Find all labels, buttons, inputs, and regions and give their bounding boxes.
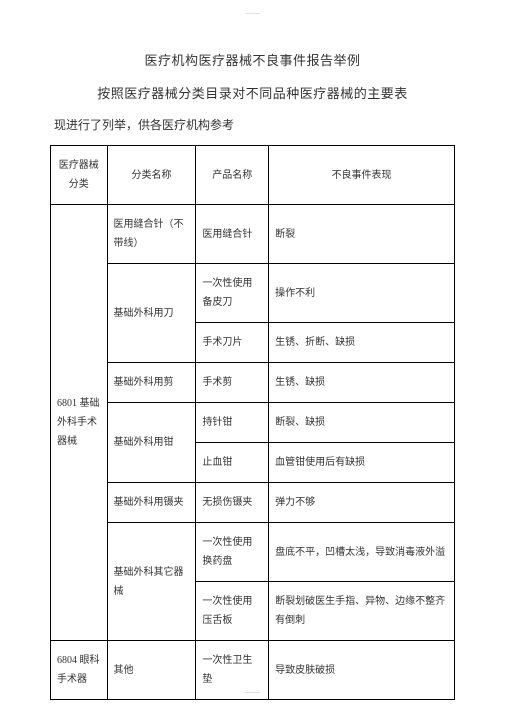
cell-classname: 基础外科用钳 [107,403,196,483]
cell-event: 弹力不够 [269,483,455,523]
cell-product: 无损伤镊夹 [196,483,269,523]
device-table: 医疗器械分类 分类名称 产品名称 不良事件表现 6801 基础外科手术器械 医用… [50,145,455,700]
cell-event: 断裂划破医生手指、异物、边缘不整齐有倒刺 [269,582,455,641]
cell-event: 操作不利 [269,264,455,323]
cell-event: 断裂、缺损 [269,403,455,443]
table-row: 基础外科用镊夹 无损伤镊夹 弹力不够 [51,483,455,523]
cell-classname: 基础外科用镊夹 [107,483,196,523]
cell-event: 导致皮肤破损 [269,641,455,700]
table-row: 基础外科其它器械 一次性使用换药盘 盘底不平，凹槽太浅，导致消毒液外溢 [51,523,455,582]
header-mark: ——— [245,12,260,17]
title-line-2: 按照医疗器械分类目录对不同品种医疗器械的主要表 [50,83,455,102]
table-header-row: 医疗器械分类 分类名称 产品名称 不良事件表现 [51,146,455,205]
cell-product: 医用缝合针 [196,205,269,264]
cell-product: 持针钳 [196,403,269,443]
table-row: 基础外科用钳 持针钳 断裂、缺损 [51,403,455,443]
cell-category: 6801 基础外科手术器械 [51,205,108,641]
cell-classname: 其他 [107,641,196,700]
cell-event: 盘底不平，凹槽太浅，导致消毒液外溢 [269,523,455,582]
cell-product: 一次性使用备皮刀 [196,264,269,323]
th-product: 产品名称 [196,146,269,205]
cell-product: 止血钳 [196,443,269,483]
footer-mark: ——— [245,691,260,696]
cell-category: 6804 眼科手术器 [51,641,108,700]
th-event: 不良事件表现 [269,146,455,205]
title-line-1: 医疗机构医疗器械不良事件报告举例 [50,50,455,69]
cell-product: 手术刀片 [196,323,269,363]
subtitle: 现进行了列举，供各医疗机构参考 [50,116,455,133]
cell-event: 生锈、折断、缺损 [269,323,455,363]
cell-event: 生锈、缺损 [269,363,455,403]
table-row: 基础外科用刀 一次性使用备皮刀 操作不利 [51,264,455,323]
cell-classname: 医用缝合针（不带线） [107,205,196,264]
cell-product: 手术剪 [196,363,269,403]
cell-classname: 基础外科其它器械 [107,523,196,641]
cell-classname: 基础外科用刀 [107,264,196,363]
cell-classname: 基础外科用剪 [107,363,196,403]
th-category: 医疗器械分类 [51,146,108,205]
page-content: 医疗机构医疗器械不良事件报告举例 按照医疗器械分类目录对不同品种医疗器械的主要表… [0,0,505,700]
th-classname: 分类名称 [107,146,196,205]
cell-product: 一次性使用换药盘 [196,523,269,582]
table-row: 6801 基础外科手术器械 医用缝合针（不带线） 医用缝合针 断裂 [51,205,455,264]
cell-product: 一次性使用压舌板 [196,582,269,641]
table-row: 基础外科用剪 手术剪 生锈、缺损 [51,363,455,403]
cell-event: 血管钳使用后有缺损 [269,443,455,483]
cell-event: 断裂 [269,205,455,264]
